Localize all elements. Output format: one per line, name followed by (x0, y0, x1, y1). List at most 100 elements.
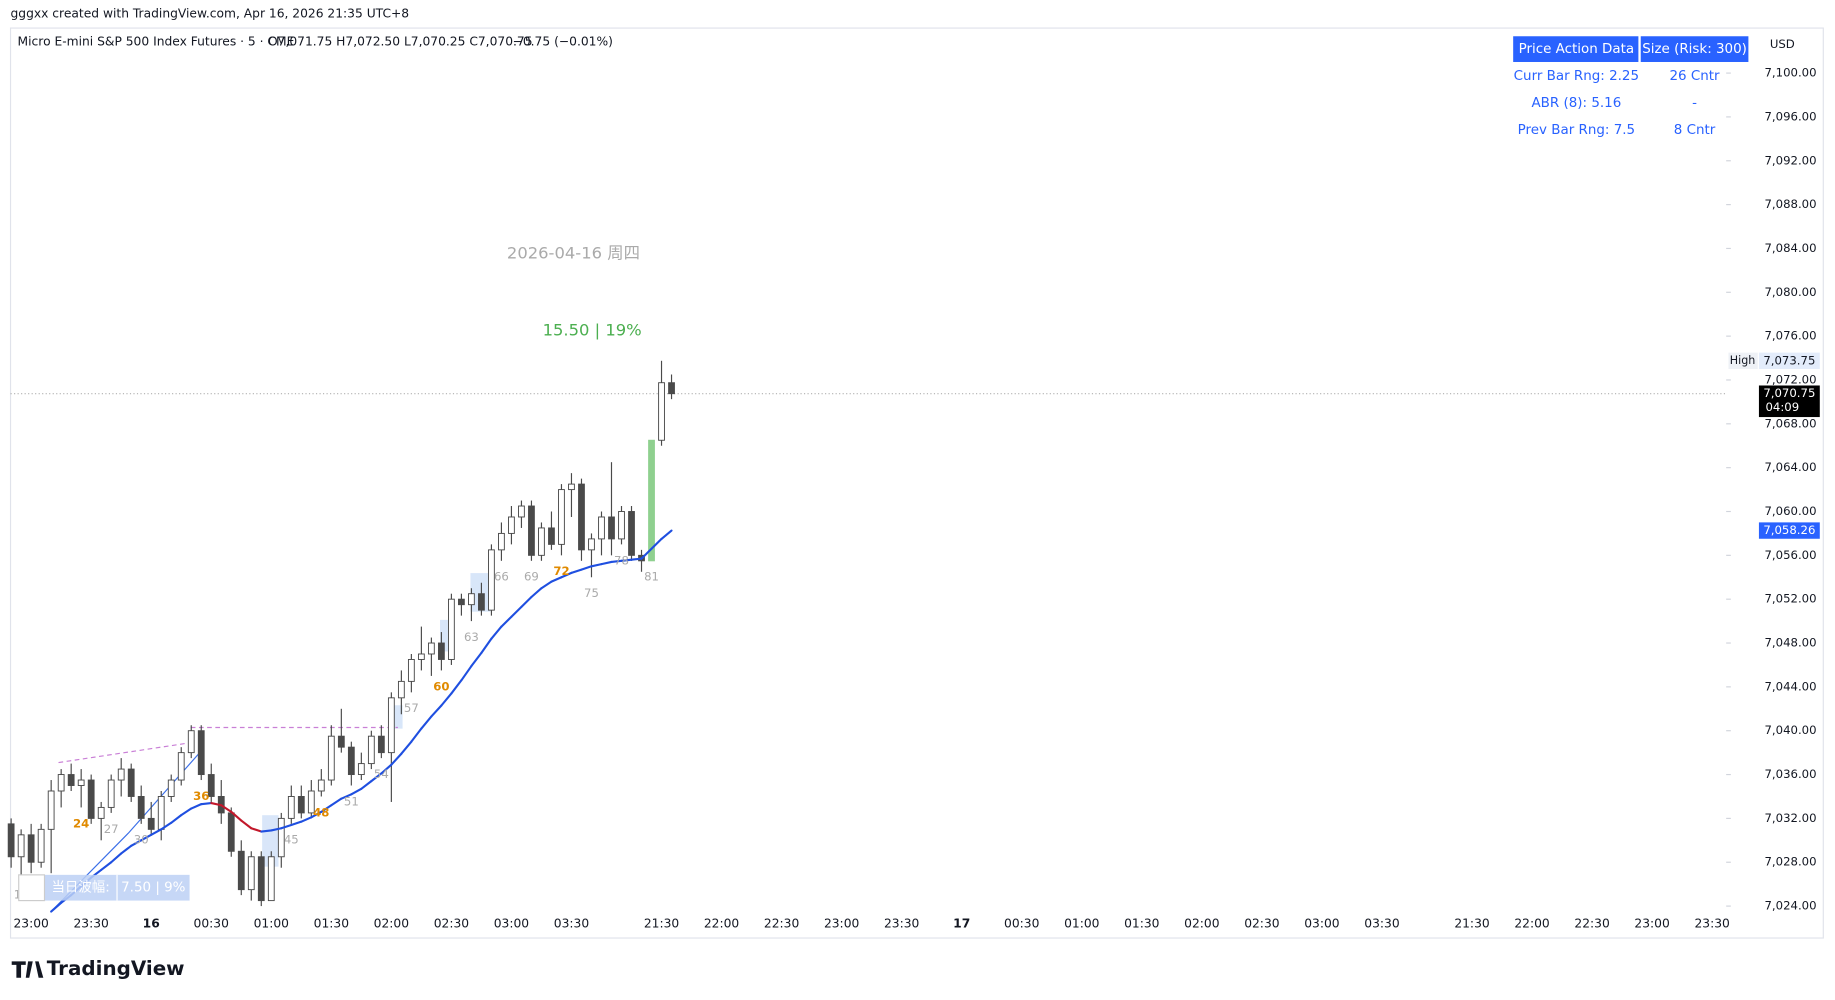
candle-body (227, 812, 235, 852)
x-tick-label: 16 (143, 916, 160, 930)
table-cell: Curr Bar Rng: 2.25 (1514, 69, 1639, 84)
table-header: Price Action Data (1519, 42, 1635, 57)
candle-body (197, 730, 205, 776)
currency: USD (1770, 37, 1795, 51)
candle-body (668, 382, 675, 395)
x-tick-label: 02:30 (434, 916, 469, 930)
y-tick-label: 7,068.00 (1764, 416, 1816, 430)
candle-body (658, 382, 665, 441)
table-cell: Prev Bar Rng: 7.5 (1518, 123, 1635, 138)
ema-segment (130, 839, 143, 847)
candle-body (608, 516, 615, 540)
y-tick-label: 7,080.00 (1764, 285, 1816, 299)
candle-body (67, 774, 75, 786)
ema-tag (1758, 522, 1820, 539)
x-tick-label: 03:30 (554, 916, 589, 930)
y-tick-label: 7,056.00 (1764, 548, 1816, 562)
candle-body (147, 817, 155, 830)
bar-number: 66 (494, 570, 509, 584)
candle-body (387, 697, 395, 754)
ema-segment (540, 580, 553, 590)
candle-body (588, 538, 595, 551)
ema-segment (410, 727, 423, 743)
ema-segment (240, 819, 253, 830)
candle-body (367, 735, 375, 765)
candle-body (167, 779, 175, 797)
y-tick-label: 7,032.00 (1764, 811, 1816, 825)
day-range-value: 7.50 | 9% (121, 881, 186, 896)
x-tick-label: 01:00 (254, 916, 289, 930)
y-tick-label: 7,100.00 (1764, 66, 1816, 80)
ohlc: O7,071.75 H7,072.50 L7,070.25 C7,070.75 (268, 35, 533, 49)
y-tick-label: 7,072.00 (1764, 372, 1816, 386)
ema-segment (610, 559, 623, 563)
high-tag (1758, 352, 1820, 369)
bar-number: 48 (313, 805, 329, 819)
candle-body (37, 828, 45, 863)
y-tick-label: 7,036.00 (1764, 767, 1816, 781)
x-tick-label: 02:30 (1244, 916, 1279, 930)
ema-segment (230, 810, 243, 822)
date-annotation: 2026-04-16 周四 (507, 243, 640, 262)
bar-number: 57 (404, 701, 419, 715)
table-cell: 26 Cntr (1670, 69, 1721, 84)
candle-body (27, 834, 35, 863)
candle-body (518, 505, 525, 518)
x-tick-label: 21:30 (1454, 916, 1489, 930)
candle-body (247, 856, 255, 891)
ema-segment (360, 780, 373, 790)
high-tag-label: 7,073.75 (1763, 353, 1815, 367)
candle-body (87, 779, 95, 819)
bar-number: 69 (524, 570, 539, 584)
ema-segment (450, 679, 463, 695)
candle-body (437, 642, 445, 660)
ema-segment (590, 563, 603, 568)
x-tick-label: 02:00 (374, 916, 409, 930)
x-tick-label: 22:30 (1574, 916, 1609, 930)
y-tick-label: 7,060.00 (1764, 504, 1816, 518)
ema-segment (440, 692, 453, 707)
table-cell: 8 Cntr (1674, 123, 1716, 138)
candle-body (538, 527, 545, 556)
high-tag-title-bg (1728, 352, 1758, 369)
x-tick-label: 03:30 (1364, 916, 1399, 930)
ema-segment (570, 568, 583, 574)
y-tick-label: 7,096.00 (1764, 109, 1816, 123)
ema-segment (220, 804, 233, 813)
ema-segment (420, 715, 433, 730)
candle-body (558, 489, 565, 545)
table: Price Action Data Size (Risk: 300)Curr Ba… (1513, 36, 1749, 138)
ema-segment (470, 651, 483, 668)
bar-number: 78 (614, 553, 629, 567)
ema-segment (490, 625, 503, 640)
ema-segment (310, 810, 323, 819)
ema-segment (380, 763, 393, 775)
ema-segment (400, 740, 413, 755)
ema-segment (370, 772, 383, 783)
ema-segment (630, 557, 643, 561)
x-tick-label: 01:00 (1064, 916, 1099, 930)
candle-body (628, 511, 635, 556)
ema-segment (430, 704, 443, 718)
zone (470, 573, 491, 612)
y-tick-label: 7,028.00 (1764, 855, 1816, 869)
candle-body (137, 796, 145, 819)
candle-body (407, 659, 415, 682)
ema-segment (150, 828, 163, 836)
ema-segment (550, 576, 563, 583)
x-tick-label: 23:00 (1634, 916, 1669, 930)
x-tick-label: 23:00 (824, 916, 859, 930)
zone (390, 705, 403, 729)
candle-body (357, 763, 365, 776)
candle-body (488, 549, 495, 611)
x-tick-label: 22:00 (704, 916, 739, 930)
candle-body (377, 735, 385, 754)
ema-segment (280, 823, 293, 830)
ema-segment (200, 801, 213, 806)
symbol: Micro E-mini S&P 500 Index Futures · 5 ·… (18, 35, 295, 49)
ema-segment (530, 587, 543, 599)
candle-body (157, 796, 165, 830)
candle-body (528, 505, 535, 556)
bar-number: 60 (433, 679, 449, 693)
